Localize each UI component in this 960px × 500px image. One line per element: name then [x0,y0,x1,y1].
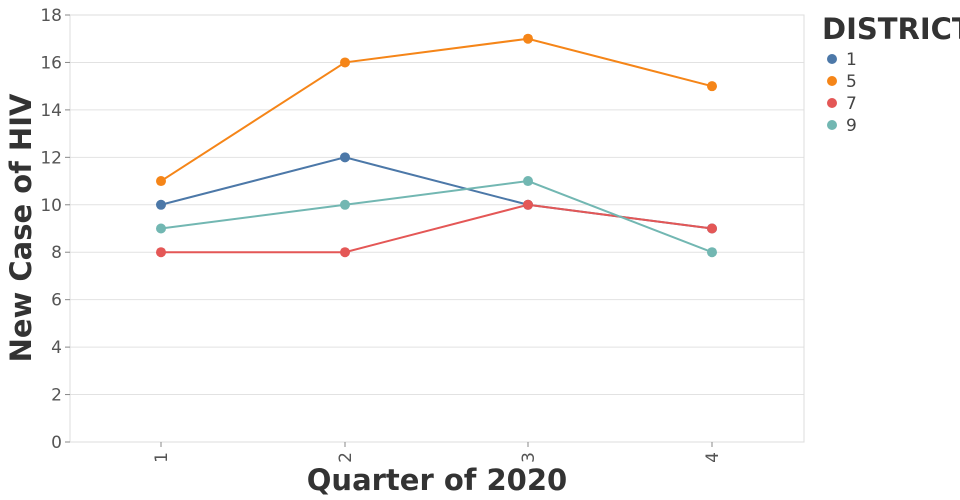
y-tick-label: 14 [40,101,62,121]
series-points [156,33,717,258]
y-tick-label: 2 [51,386,62,406]
data-point-1 [340,152,350,163]
y-tick-label: 12 [40,148,62,168]
legend-swatch [827,76,837,86]
data-point-9 [156,223,166,234]
y-tick-label: 16 [40,53,62,73]
x-tick-label: 4 [703,452,723,463]
y-tick-label: 18 [40,6,62,26]
y-tick-label: 8 [51,243,62,263]
series-line-7 [161,203,713,254]
legend-swatch [827,54,837,64]
x-tick-label: 3 [519,452,539,463]
legend-label: 7 [846,94,857,114]
y-tick-label: 6 [51,291,62,311]
plot-frame [69,14,805,443]
series-lines [160,37,713,254]
legend-swatch [827,98,837,108]
data-point-5 [156,176,166,187]
y-tick-label: 0 [51,433,62,453]
legend-swatch [827,120,837,130]
x-tick-label: 1 [152,452,172,463]
data-point-7 [156,247,166,258]
series-line-5 [160,37,713,182]
y-tick-label: 4 [51,338,62,358]
data-point-1 [156,199,166,210]
series-line-9 [160,180,713,254]
data-point-7 [707,223,717,234]
data-point-5 [340,57,350,68]
x-axis: 1 2 3 4 [152,442,723,463]
legend-label: 1 [846,50,857,70]
legend-label: 9 [846,116,857,136]
y-axis-title: New Case of HIV [4,93,38,362]
legend-title: DISTRICT [822,12,960,46]
data-point-7 [523,199,533,210]
legend-label: 5 [846,72,857,92]
y-tick-label: 10 [40,196,62,216]
data-point-5 [523,33,533,44]
x-tick-label: 2 [336,452,356,463]
x-axis-title: Quarter of 2020 [307,463,567,497]
data-point-5 [707,81,717,92]
data-point-9 [707,247,717,258]
data-point-9 [340,199,350,210]
data-point-9 [523,176,533,187]
y-axis: 0 2 4 6 8 10 12 14 16 18 [40,6,70,453]
data-point-7 [340,247,350,258]
